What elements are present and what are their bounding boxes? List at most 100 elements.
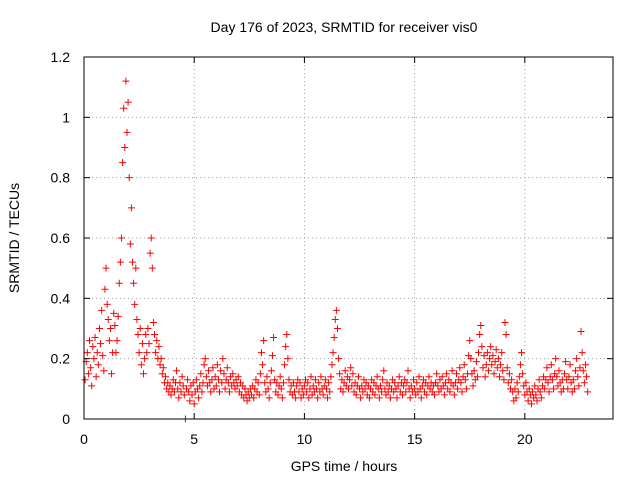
data-point xyxy=(137,361,145,369)
data-point xyxy=(469,382,477,390)
data-point xyxy=(483,349,491,357)
data-point xyxy=(184,376,192,384)
data-point xyxy=(138,340,146,348)
data-point xyxy=(103,300,111,308)
data-point xyxy=(480,352,488,360)
data-point xyxy=(149,318,157,326)
data-point xyxy=(98,306,106,314)
x-tick-label: 5 xyxy=(190,431,198,447)
data-point xyxy=(229,370,237,378)
data-point xyxy=(490,370,498,378)
data-point xyxy=(99,352,107,360)
data-point xyxy=(562,358,570,366)
data-point xyxy=(143,349,151,357)
data-point xyxy=(462,385,470,393)
data-point xyxy=(326,388,334,396)
y-axis-label: SRMTID / TECUs xyxy=(6,183,22,293)
data-point xyxy=(570,385,578,393)
data-point xyxy=(282,343,290,351)
data-point xyxy=(457,379,465,387)
data-point xyxy=(296,379,304,387)
data-point xyxy=(106,325,114,332)
data-point xyxy=(448,367,456,375)
data-point xyxy=(266,379,274,387)
data-point xyxy=(117,234,125,242)
data-point xyxy=(190,400,198,408)
data-point xyxy=(134,331,142,339)
data-point xyxy=(375,394,383,402)
data-point xyxy=(406,394,414,402)
data-point xyxy=(352,391,360,399)
y-tick-label: 0.2 xyxy=(51,351,71,367)
data-point xyxy=(417,394,425,402)
data-point xyxy=(476,331,484,339)
data-point xyxy=(514,388,522,396)
data-point xyxy=(306,385,314,393)
data-point xyxy=(157,355,165,363)
data-point xyxy=(378,388,386,396)
data-point xyxy=(487,343,495,351)
data-point xyxy=(202,373,210,381)
data-point xyxy=(136,325,144,332)
data-point xyxy=(580,379,588,387)
data-points xyxy=(81,77,592,423)
data-point xyxy=(357,394,365,402)
data-point xyxy=(488,361,496,369)
data-point xyxy=(256,370,264,378)
data-point xyxy=(491,358,499,366)
data-point xyxy=(90,355,98,363)
data-point xyxy=(492,346,500,354)
data-point xyxy=(329,349,337,357)
data-point xyxy=(515,373,523,381)
data-point xyxy=(430,391,438,399)
y-tick-labels: 0 0.2 0.4 0.6 0.8 1 1.2 xyxy=(51,49,71,427)
data-point xyxy=(151,331,159,339)
data-point xyxy=(159,364,167,372)
data-point xyxy=(220,370,228,378)
data-point xyxy=(583,373,591,381)
data-point xyxy=(260,337,268,345)
data-point xyxy=(503,364,511,372)
data-point xyxy=(489,352,497,360)
data-point xyxy=(277,385,285,393)
data-point xyxy=(299,391,307,399)
data-point xyxy=(153,337,161,345)
data-point xyxy=(213,361,221,369)
data-point xyxy=(189,379,197,387)
data-point xyxy=(87,364,95,372)
data-point xyxy=(250,394,258,402)
data-point xyxy=(407,382,415,390)
data-point xyxy=(116,258,124,266)
data-point xyxy=(133,315,141,323)
data-point xyxy=(549,385,557,393)
data-point xyxy=(200,361,208,369)
data-point xyxy=(460,361,468,369)
data-point xyxy=(305,394,313,402)
data-point xyxy=(268,352,276,360)
data-point xyxy=(339,388,347,396)
data-point xyxy=(122,77,130,85)
data-point xyxy=(196,382,204,390)
data-point xyxy=(579,367,587,375)
data-point xyxy=(131,300,139,308)
data-point xyxy=(270,334,278,342)
data-point xyxy=(156,361,164,369)
data-point xyxy=(175,394,183,402)
x-tick-label: 15 xyxy=(407,431,423,447)
data-point xyxy=(525,385,533,393)
data-point xyxy=(349,370,357,378)
data-point xyxy=(577,328,585,336)
data-point xyxy=(265,394,273,402)
data-point xyxy=(216,388,224,396)
data-point xyxy=(185,388,193,396)
data-point xyxy=(513,379,521,387)
data-point xyxy=(450,391,458,399)
data-point xyxy=(524,397,532,405)
data-point xyxy=(475,349,483,357)
data-point xyxy=(110,309,118,317)
data-point xyxy=(336,370,344,378)
data-point xyxy=(148,264,156,272)
data-point xyxy=(512,394,520,402)
data-point xyxy=(330,334,338,342)
data-point xyxy=(511,385,519,393)
